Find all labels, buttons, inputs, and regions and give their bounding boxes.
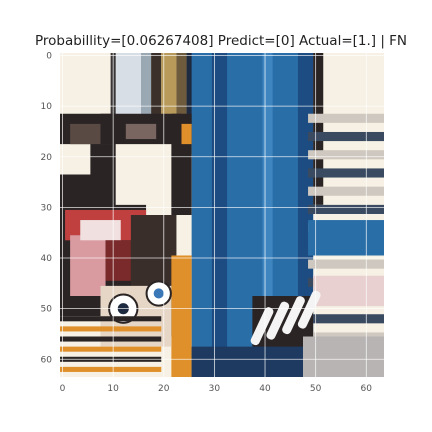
image-stripe [60, 316, 162, 322]
chart-title: Probabillity=[0.06267408] Predict=[0] Ac… [35, 33, 407, 49]
image-region [141, 53, 152, 134]
image-region [303, 336, 384, 377]
x-tick-label: 10 [107, 384, 119, 394]
y-tick-label: 20 [41, 153, 53, 163]
image-region [110, 53, 117, 124]
image-region [171, 255, 192, 377]
image-stripe [308, 113, 384, 123]
image-region [262, 53, 273, 377]
finger [282, 296, 305, 335]
x-tick-label: 40 [259, 384, 271, 394]
x-tick-label: 20 [158, 384, 170, 394]
image-stripe [60, 326, 162, 332]
pupil-right [153, 288, 164, 299]
image-stripe [60, 336, 162, 342]
y-tick-label: 40 [41, 254, 53, 264]
image-stripe [308, 314, 384, 324]
finger [297, 290, 321, 329]
image-region [313, 53, 324, 205]
finger [266, 301, 290, 340]
image-region [176, 53, 187, 134]
x-tick-label: 30 [209, 384, 221, 394]
image-stripe [308, 168, 384, 178]
image-region [125, 123, 157, 140]
image-stripe [308, 186, 384, 196]
image-region [308, 220, 384, 256]
y-tick-label: 0 [46, 52, 52, 62]
x-tick-label: 0 [60, 384, 66, 394]
x-tick-label: 50 [310, 384, 322, 394]
y-tick-label: 60 [41, 355, 53, 365]
y-tick-label: 30 [41, 203, 53, 213]
image-stripe [60, 346, 162, 352]
image-stripe [308, 204, 384, 214]
image-stripe [60, 366, 162, 372]
y-tick-label: 10 [41, 102, 53, 112]
y-axis: 0 10 20 30 40 50 60 [41, 52, 53, 366]
image-region [60, 144, 91, 175]
finger [250, 307, 274, 346]
x-axis: 0 10 20 30 40 50 60 [60, 384, 373, 394]
image-region [70, 235, 106, 296]
image-region [191, 346, 314, 377]
image-region [151, 53, 162, 124]
image-stripe [308, 259, 384, 269]
image-region [211, 53, 228, 377]
image-stripe [308, 131, 384, 142]
image-region [80, 220, 121, 241]
grid [60, 53, 384, 377]
image-region [105, 240, 131, 281]
image-plot [60, 53, 384, 377]
y-tick-label: 50 [41, 305, 53, 315]
x-tick-label: 60 [361, 384, 373, 394]
image-stripe [308, 150, 384, 160]
image-region [181, 123, 192, 145]
image-region [313, 275, 384, 307]
